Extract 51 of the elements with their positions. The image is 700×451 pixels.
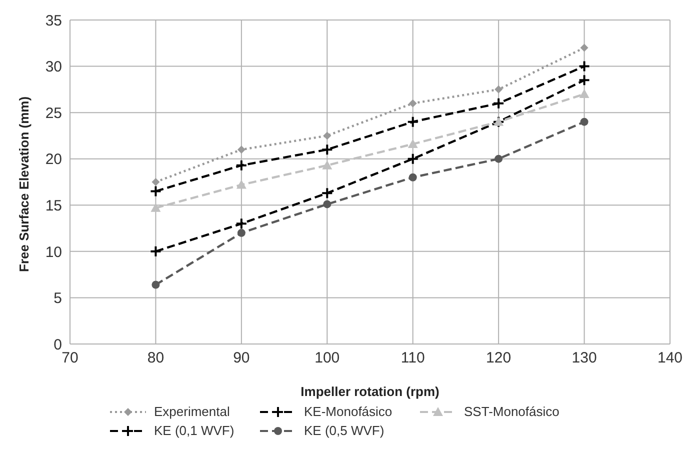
- point: [579, 89, 590, 98]
- point: [323, 200, 332, 208]
- point: [235, 159, 248, 172]
- point: [150, 185, 162, 198]
- legend-label: KE (0,5 WVF): [304, 423, 384, 438]
- point: [578, 74, 590, 86]
- legend-label: Experimental: [154, 404, 230, 419]
- x-tick-label: 140: [657, 350, 683, 367]
- y-tick-label: 5: [54, 290, 62, 308]
- x-tick-label: 100: [314, 350, 340, 367]
- point: [494, 85, 503, 94]
- point: [152, 280, 160, 289]
- legend-label: KE-Monofásico: [304, 404, 392, 419]
- y-tick-label: 25: [45, 104, 62, 122]
- point: [580, 118, 588, 126]
- point: [152, 178, 160, 186]
- point: [150, 245, 162, 258]
- point: [408, 139, 418, 148]
- y-tick-label: 35: [45, 12, 62, 30]
- point: [322, 160, 332, 170]
- x-tick-label: 70: [62, 350, 78, 367]
- point: [237, 228, 246, 237]
- x-tick-label: 90: [233, 350, 250, 367]
- point: [408, 173, 417, 182]
- point: [321, 144, 334, 156]
- point: [235, 218, 248, 230]
- point: [406, 152, 419, 165]
- y-tick-label: 30: [45, 58, 62, 76]
- point: [236, 180, 246, 189]
- y-tick-label: 20: [45, 151, 62, 168]
- point: [578, 60, 590, 72]
- y-tick-label: 15: [45, 197, 62, 214]
- point: [408, 99, 417, 108]
- x-tick-label: 110: [400, 350, 425, 367]
- legend-label: KE (0,1 WVF): [154, 423, 234, 438]
- point: [323, 132, 332, 140]
- point: [321, 187, 334, 200]
- point: [492, 97, 505, 110]
- point: [406, 116, 419, 128]
- x-tick-label: 80: [147, 350, 164, 367]
- y-tick-label: 10: [45, 244, 62, 261]
- y-tick-label: 0: [54, 336, 62, 354]
- x-tick-label: 120: [486, 350, 512, 367]
- point: [494, 154, 503, 163]
- y-axis-title: Free Surface Elevation (mm): [16, 96, 32, 272]
- point: [237, 146, 246, 154]
- x-tick-label: 130: [572, 350, 597, 367]
- x-axis-title: Impeller rotation (rpm): [300, 384, 440, 399]
- point: [580, 44, 588, 52]
- point: [150, 202, 161, 212]
- legend-label: SST-Monofásico: [464, 404, 560, 419]
